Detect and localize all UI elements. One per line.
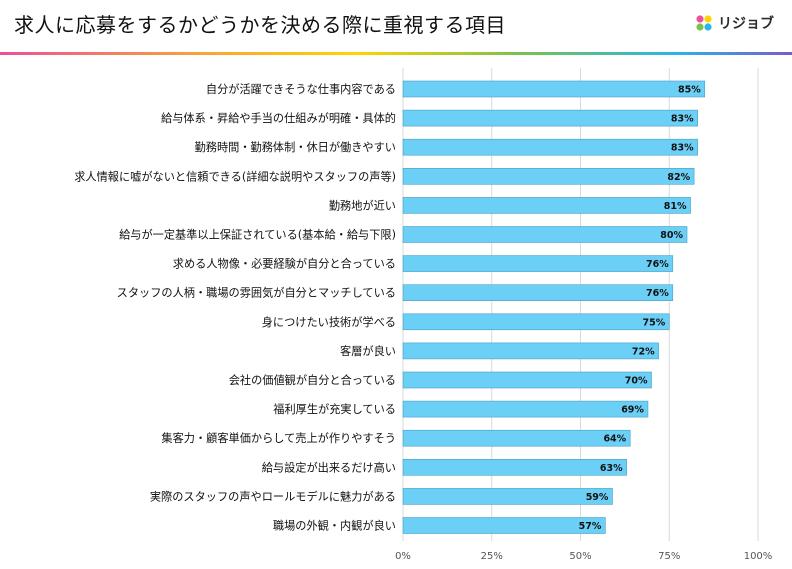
x-tick-label: 50% [569, 551, 591, 562]
data-label: 82% [667, 172, 690, 183]
category-label: 給与設定が出来るだけ高い [262, 460, 396, 474]
bar [402, 429, 631, 447]
data-label: 72% [632, 346, 655, 357]
data-label: 81% [664, 201, 687, 212]
data-label: 64% [603, 434, 626, 445]
category-label: 自分が活躍できそうな仕事内容である [206, 82, 396, 96]
category-label: 福利厚生が充実している [273, 402, 396, 416]
bar [402, 80, 706, 98]
data-label: 75% [643, 317, 666, 328]
bar [402, 342, 659, 360]
chart-title: 求人に応募をするかどうかを決める際に重視する項目 [14, 13, 506, 37]
bar [402, 255, 674, 272]
bar [402, 226, 688, 243]
bar [402, 371, 652, 389]
x-tick-label: 0% [395, 551, 411, 562]
bar [402, 517, 606, 534]
category-label: 勤務地が近い [329, 198, 396, 212]
data-label: 57% [579, 521, 602, 532]
bar [402, 488, 613, 505]
brand-logo: リジョブ [694, 12, 774, 34]
data-label: 70% [625, 376, 648, 387]
bar [402, 197, 691, 214]
category-label: 求める人物像・必要経験が自分と合っている [173, 257, 396, 271]
title-divider [0, 52, 792, 55]
bar [402, 138, 698, 156]
bar [402, 168, 695, 185]
bar [402, 284, 674, 301]
data-label: 83% [671, 143, 694, 154]
category-label: 給与が一定基準以上保証されている(基本給・給与下限) [119, 228, 396, 242]
category-label: スタッフの人柄・職場の雰囲気が自分とマッチしている [117, 286, 396, 300]
data-label: 76% [646, 288, 669, 299]
bar [402, 400, 649, 418]
brand-logo-text: リジョブ [718, 16, 774, 32]
bar [402, 458, 627, 476]
category-label: 客層が良い [340, 344, 396, 358]
bar [402, 109, 698, 127]
category-label: 職場の外観・内観が良い [273, 519, 396, 533]
data-label: 85% [678, 85, 701, 96]
data-label: 80% [660, 230, 683, 241]
data-label: 59% [586, 492, 609, 503]
category-label: 勤務時間・勤務体制・休日が働きやすい [195, 140, 396, 154]
category-label: 集客力・顧客単価からして売上が作りやすそう [161, 431, 396, 445]
data-label: 63% [600, 463, 623, 474]
x-tick-label: 25% [481, 551, 503, 562]
pinwheel-logo-icon [696, 15, 712, 31]
bar-chart: 0% 25% 50% 75% 100% 自分が活躍できそうな仕事内容である 85% 給与体系・… [74, 68, 773, 562]
category-label: 実際のスタッフの声やロールモデルに魅力がある [150, 489, 396, 503]
category-label: 給与体系・昇給や手当の仕組みが明確・具体的 [161, 111, 396, 125]
x-tick-label: 75% [658, 551, 680, 562]
data-label: 83% [671, 114, 694, 125]
bar [402, 313, 670, 331]
data-label: 76% [646, 259, 669, 270]
category-label: 会社の価値観が自分と合っている [229, 373, 396, 387]
category-label: 求人情報に嘘がないと信頼できる(詳細な説明やスタッフの声等) [74, 169, 396, 183]
x-tick-label: 100% [744, 551, 773, 562]
category-label: 身につけたい技術が学べる [262, 315, 396, 329]
data-label: 69% [621, 405, 644, 416]
